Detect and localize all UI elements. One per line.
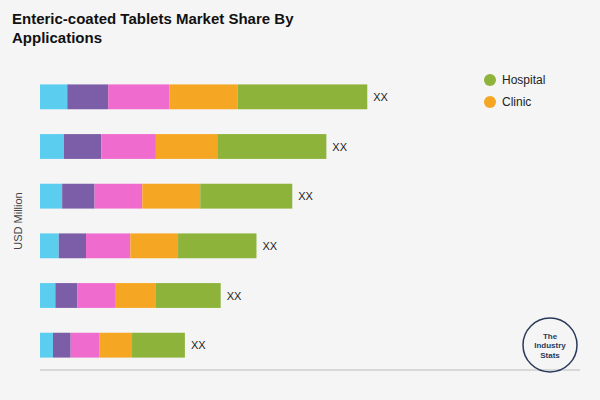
bars	[40, 84, 367, 357]
bar-segment	[142, 184, 200, 209]
bar-segment	[130, 233, 178, 258]
bar-segment	[40, 134, 64, 159]
bar-segment	[238, 84, 368, 109]
y-axis-label: USD Million	[12, 192, 24, 249]
title: Enteric-coated Tablets Market Share By Ap…	[12, 10, 294, 46]
title-line: Enteric-coated Tablets Market Share By	[12, 10, 294, 27]
logo-text: TheIndustryStats	[534, 332, 566, 360]
bar-segment	[64, 134, 101, 159]
bar-segment	[108, 84, 169, 109]
legend: Hospital Clinic	[484, 73, 545, 109]
legend-marker	[484, 74, 496, 86]
bar-segment	[115, 283, 156, 308]
chart: Enteric-coated Tablets Market Share By Ap…	[0, 0, 600, 400]
bar-segment	[67, 84, 108, 109]
x-axis-line	[40, 370, 580, 371]
logo-ring	[523, 318, 577, 372]
legend-marker	[484, 96, 496, 108]
bar-segment	[40, 84, 67, 109]
logo-line: The	[543, 332, 558, 341]
bar-segment	[40, 184, 62, 209]
bar-segment	[59, 233, 86, 258]
bar-segment	[132, 333, 185, 358]
legend-label: Clinic	[502, 95, 531, 109]
bar-segment	[156, 283, 221, 308]
title-line: Applications	[12, 29, 102, 46]
bar-segment	[101, 134, 156, 159]
bar-segment	[95, 184, 143, 209]
bar-segment	[156, 134, 217, 159]
bar-annotation: XX	[298, 190, 313, 202]
bar-segment	[200, 184, 292, 209]
background	[0, 0, 600, 400]
bar-segment	[55, 283, 77, 308]
bar-segment	[86, 233, 130, 258]
bar-segment	[62, 184, 94, 209]
bar-segment	[53, 333, 71, 358]
logo-line: Stats	[540, 351, 560, 360]
bar-annotation: XX	[227, 290, 242, 302]
bar-segment	[170, 84, 238, 109]
bar-annotation: XX	[332, 141, 347, 153]
bar-segment	[40, 283, 55, 308]
bar-segment	[78, 283, 116, 308]
bar-segment	[40, 233, 59, 258]
logo-line: Industry	[534, 341, 566, 350]
bar-annotation: XX	[262, 240, 277, 252]
bar-segment	[40, 333, 53, 358]
bar-annotation: XX	[373, 91, 388, 103]
bar-segment	[71, 333, 100, 358]
legend-label: Hospital	[502, 73, 545, 87]
bar-annotation: XX	[191, 339, 206, 351]
bar-segment	[217, 134, 326, 159]
bar-segment	[178, 233, 256, 258]
bar-segment	[100, 333, 132, 358]
